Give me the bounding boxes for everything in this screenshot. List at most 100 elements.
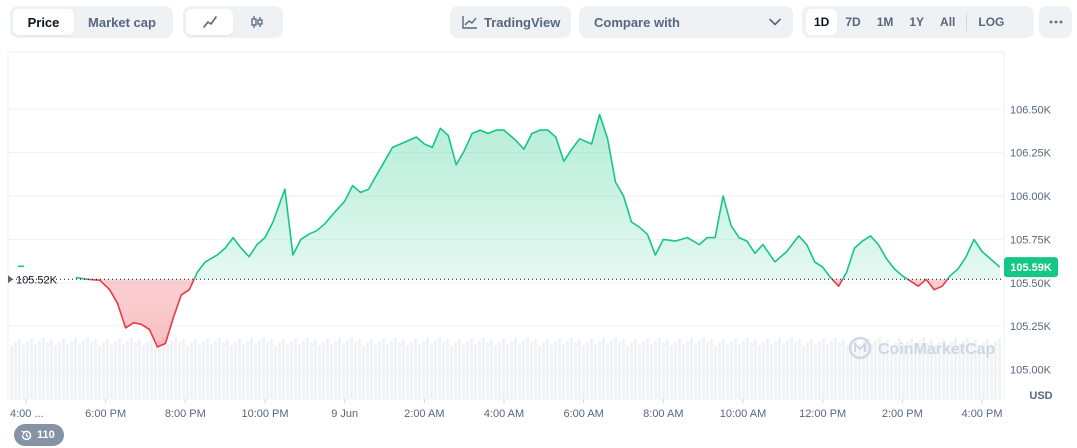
volume-bar bbox=[774, 341, 777, 399]
volume-bar bbox=[190, 342, 193, 399]
tradingview-label: TradingView bbox=[484, 14, 561, 30]
volume-bar bbox=[526, 337, 529, 399]
volume-bar bbox=[98, 345, 101, 399]
price-tab[interactable]: Price bbox=[13, 9, 74, 35]
notification-badge[interactable]: 110 bbox=[14, 424, 64, 446]
volume-bar bbox=[50, 339, 53, 399]
volume-bar bbox=[58, 342, 61, 399]
x-axis: 4:00 ... 6:00 PM 8:00 PM 10:00 PM 9 Jun 2:00 … bbox=[10, 399, 1002, 420]
volume-bar bbox=[146, 342, 149, 399]
volume-bar bbox=[458, 338, 461, 399]
volume-bar bbox=[690, 338, 693, 399]
volume-bar bbox=[894, 342, 897, 399]
history-icon bbox=[21, 430, 32, 440]
volume-bar bbox=[906, 341, 909, 399]
market-cap-tab[interactable]: Market cap bbox=[88, 14, 156, 30]
volume-bar bbox=[326, 338, 329, 399]
volume-bar bbox=[230, 345, 233, 399]
volume-bar bbox=[858, 344, 861, 399]
volume-bar bbox=[698, 340, 701, 399]
volume-bar bbox=[110, 344, 113, 399]
line-chart-button[interactable] bbox=[186, 9, 233, 35]
volume-bar bbox=[998, 338, 1001, 399]
volume-bar bbox=[186, 345, 189, 399]
volume-bar bbox=[426, 338, 429, 399]
volume-bar bbox=[402, 339, 405, 399]
volume-bar bbox=[866, 338, 869, 399]
current-price-label: 105.59K bbox=[1010, 262, 1052, 274]
volume-bar bbox=[390, 340, 393, 399]
volume-bar bbox=[106, 338, 109, 399]
volume-bar bbox=[242, 344, 245, 399]
volume-bar bbox=[30, 338, 33, 399]
volume-bars bbox=[10, 337, 1001, 399]
volume-bar bbox=[222, 342, 225, 399]
volume-bar bbox=[282, 338, 285, 399]
volume-bar bbox=[482, 337, 485, 399]
volume-bar bbox=[846, 345, 849, 399]
volume-bar bbox=[86, 337, 89, 399]
volume-bar bbox=[598, 341, 601, 399]
volume-bar bbox=[786, 340, 789, 399]
range-1m-button[interactable]: 1M bbox=[876, 15, 894, 29]
volume-bar bbox=[938, 342, 941, 399]
volume-bar bbox=[494, 345, 497, 399]
volume-bar bbox=[806, 342, 809, 399]
volume-bar bbox=[170, 340, 173, 399]
volume-bar bbox=[514, 338, 517, 399]
volume-bar bbox=[410, 342, 413, 399]
more-options-button[interactable] bbox=[1039, 6, 1072, 38]
volume-bar bbox=[318, 345, 321, 399]
range-7d-button[interactable]: 7D bbox=[845, 15, 861, 29]
volume-bar bbox=[538, 345, 541, 399]
range-1y-button[interactable]: 1Y bbox=[909, 15, 925, 29]
volume-bar bbox=[430, 343, 433, 399]
volume-bar bbox=[26, 341, 29, 399]
volume-bar bbox=[486, 342, 489, 399]
x-tick-label: 12:00 PM bbox=[799, 408, 846, 420]
range-divider bbox=[966, 13, 968, 31]
volume-bar bbox=[534, 339, 537, 399]
compare-with-select[interactable]: Compare with bbox=[579, 6, 793, 38]
range-all-button[interactable]: All bbox=[940, 15, 956, 29]
volume-bar bbox=[810, 338, 813, 399]
volume-bar bbox=[950, 341, 953, 399]
volume-bar bbox=[662, 342, 665, 399]
volume-bar bbox=[694, 343, 697, 399]
volume-bar bbox=[794, 342, 797, 399]
volume-bar bbox=[982, 342, 985, 399]
volume-bar bbox=[294, 338, 297, 399]
volume-bar bbox=[342, 343, 345, 399]
notification-count: 110 bbox=[37, 429, 55, 441]
volume-bar bbox=[782, 343, 785, 399]
volume-bar bbox=[722, 338, 725, 399]
candlestick-button[interactable] bbox=[233, 9, 280, 35]
volume-bar bbox=[298, 343, 301, 399]
log-scale-button[interactable]: LOG bbox=[978, 15, 1005, 29]
volume-bar bbox=[314, 339, 317, 399]
volume-bar bbox=[606, 343, 609, 399]
volume-bar bbox=[590, 338, 593, 399]
volume-bar bbox=[78, 343, 81, 399]
tradingview-button[interactable]: TradingView bbox=[450, 6, 571, 38]
volume-bar bbox=[38, 340, 41, 399]
volume-bar bbox=[470, 338, 473, 399]
range-1d-button[interactable]: 1D bbox=[806, 9, 838, 35]
volume-bar bbox=[338, 338, 341, 399]
volume-bar bbox=[618, 342, 621, 399]
volume-bar bbox=[530, 342, 533, 399]
volume-bar bbox=[926, 342, 929, 399]
volume-bar bbox=[882, 342, 885, 399]
volume-bar bbox=[54, 345, 57, 399]
volume-bar bbox=[510, 341, 513, 399]
volume-bar bbox=[398, 342, 401, 399]
volume-bar bbox=[442, 342, 445, 399]
volume-bar bbox=[714, 345, 717, 399]
volume-bar bbox=[234, 342, 237, 399]
volume-bar bbox=[202, 341, 205, 399]
volume-bar bbox=[994, 341, 997, 399]
volume-bar bbox=[506, 344, 509, 399]
volume-bar bbox=[454, 342, 457, 399]
volume-bar bbox=[130, 337, 133, 399]
volume-bar bbox=[966, 337, 969, 399]
